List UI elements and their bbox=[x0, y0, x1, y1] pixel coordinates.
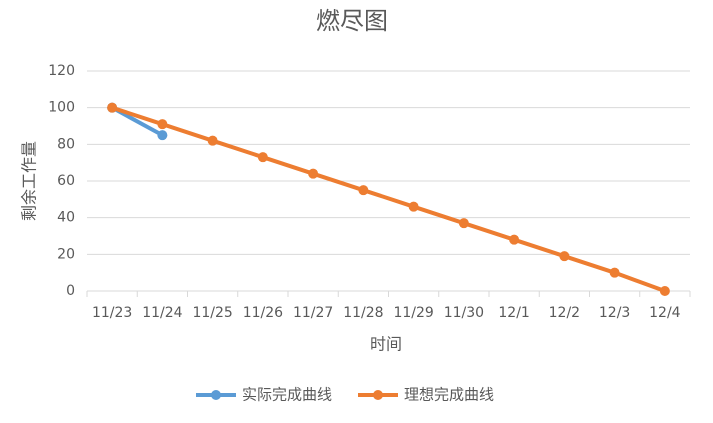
data-point bbox=[408, 201, 419, 212]
data-point bbox=[559, 251, 570, 262]
x-tick-label: 12/4 bbox=[649, 305, 681, 321]
x-axis-label: 时间 bbox=[370, 335, 402, 354]
x-tick-label: 11/25 bbox=[192, 305, 232, 321]
legend-marker bbox=[373, 390, 383, 400]
data-point bbox=[358, 185, 369, 196]
legend-label: 理想完成曲线 bbox=[404, 386, 494, 404]
legend-marker bbox=[211, 390, 221, 400]
chart-title: 燃尽图 bbox=[316, 7, 388, 35]
y-tick-label: 40 bbox=[57, 210, 75, 226]
data-point bbox=[308, 168, 319, 179]
x-tick-label: 12/1 bbox=[498, 305, 529, 321]
y-axis-label: 剩余工作量 bbox=[20, 141, 39, 221]
y-tick-label: 0 bbox=[66, 283, 75, 299]
data-point bbox=[659, 286, 670, 296]
x-tick-label: 12/3 bbox=[599, 305, 630, 321]
x-tick-label: 11/24 bbox=[142, 305, 182, 321]
x-tick-label: 11/26 bbox=[243, 305, 283, 321]
data-point bbox=[157, 119, 168, 130]
x-tick-label: 11/30 bbox=[444, 305, 484, 321]
legend-label: 实际完成曲线 bbox=[242, 386, 332, 404]
data-point bbox=[157, 130, 168, 141]
y-tick-label: 20 bbox=[57, 246, 75, 262]
y-tick-label: 80 bbox=[57, 136, 75, 152]
x-tick-label: 12/2 bbox=[549, 305, 580, 321]
x-tick-label: 11/23 bbox=[92, 305, 132, 321]
data-point bbox=[609, 267, 620, 278]
x-tick-label: 11/28 bbox=[343, 305, 383, 321]
x-tick-label: 11/27 bbox=[293, 305, 333, 321]
data-point bbox=[458, 218, 469, 229]
series-line bbox=[111, 105, 666, 293]
y-tick-label: 120 bbox=[48, 63, 75, 79]
y-tick-label: 100 bbox=[48, 100, 75, 116]
data-point bbox=[107, 102, 118, 113]
x-tick-label: 11/29 bbox=[393, 305, 433, 321]
y-tick-label: 60 bbox=[57, 173, 75, 189]
data-point bbox=[257, 152, 268, 163]
data-point bbox=[509, 234, 520, 245]
data-point bbox=[207, 135, 218, 146]
